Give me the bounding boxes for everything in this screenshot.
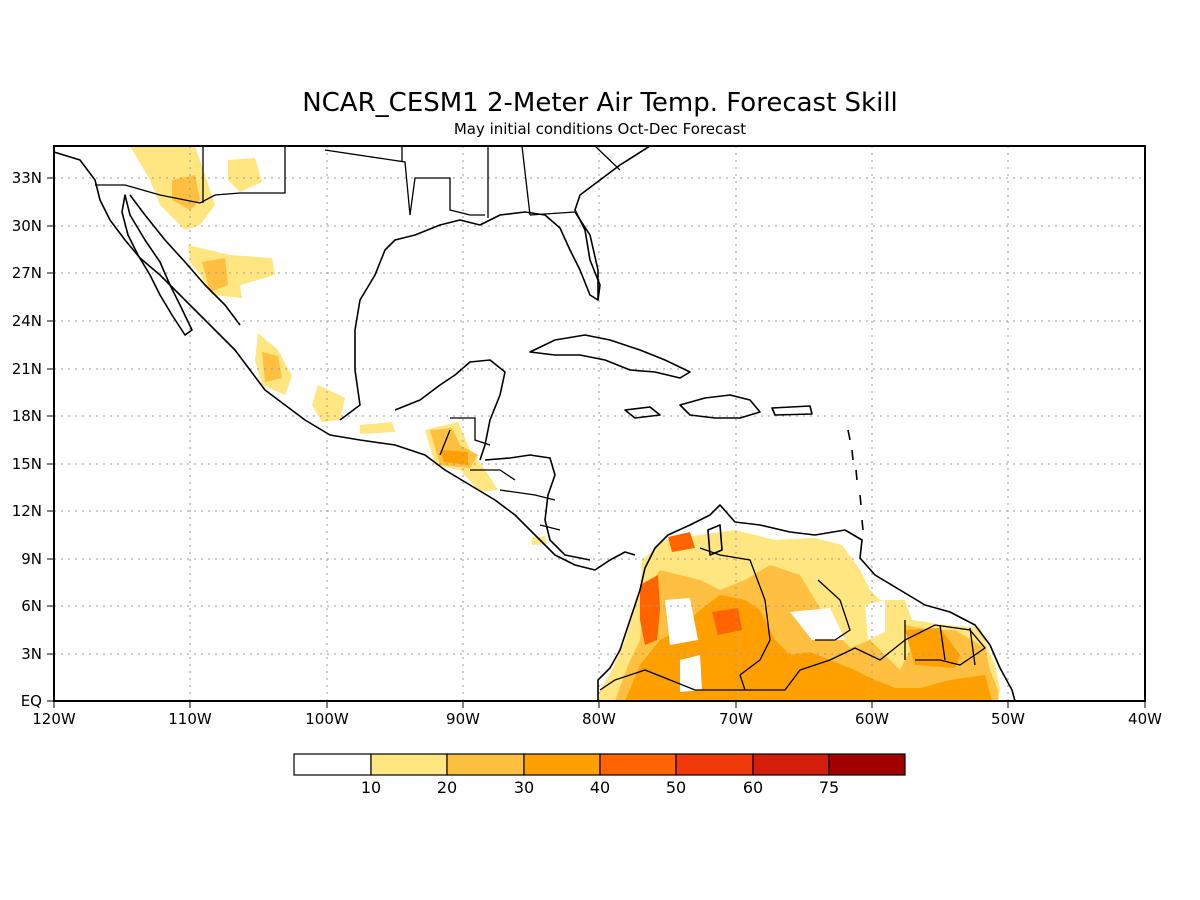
skill-region-nm xyxy=(228,158,262,192)
baja-california xyxy=(121,194,193,336)
guianas-borders xyxy=(904,620,976,666)
lake-maracaibo xyxy=(707,524,723,556)
y-tick-label: 33N xyxy=(12,169,42,187)
us-mexico-border xyxy=(95,146,286,204)
caribbean-central-america xyxy=(484,454,591,561)
us-state-line-2 xyxy=(324,149,485,216)
skill-gap-amazon xyxy=(680,655,702,692)
us-state-line-3 xyxy=(401,146,621,218)
skill-region-oaxaca xyxy=(360,422,395,434)
skill-region-guatemala-peak xyxy=(440,450,468,465)
y-tick-label: 21N xyxy=(12,360,42,378)
pacific-coast xyxy=(54,151,636,571)
y-tick-label: EQ xyxy=(21,692,42,710)
y-tick-label: 12N xyxy=(12,502,42,520)
y-tick-label: 15N xyxy=(12,455,42,473)
graticule xyxy=(54,146,1145,701)
colorbar-swatch xyxy=(370,753,448,776)
yucatan-coast xyxy=(394,359,506,461)
colorbar-label: 60 xyxy=(743,778,763,797)
y-tick-label: 30N xyxy=(12,217,42,235)
skill-region-amazon-peak xyxy=(712,608,742,635)
coastlines xyxy=(54,146,1016,701)
brazil-border xyxy=(599,624,986,691)
colorbar-label: 20 xyxy=(437,778,457,797)
longitude-axis: 120W 110W 100W 90W 80W 70W 60W 50W 40W xyxy=(32,701,1162,728)
colorbar-label: 40 xyxy=(590,778,610,797)
skill-region-central-mexico-core xyxy=(262,352,282,382)
colorbar-swatch xyxy=(293,753,372,776)
skill-region-venezuela-coast xyxy=(668,532,695,552)
x-tick-label: 60W xyxy=(855,710,889,728)
x-tick-label: 40W xyxy=(1128,710,1162,728)
colorbar-label: 10 xyxy=(361,778,381,797)
y-tick-label: 6N xyxy=(21,597,42,615)
hispaniola xyxy=(679,394,761,419)
colorbar: 10 20 30 40 50 60 75 xyxy=(293,753,906,797)
y-tick-label: 18N xyxy=(12,407,42,425)
colorbar-label: 30 xyxy=(514,778,534,797)
x-tick-label: 50W xyxy=(991,710,1025,728)
colorbar-swatch xyxy=(446,753,525,776)
x-tick-label: 90W xyxy=(446,710,480,728)
colombia-venezuela-border xyxy=(699,547,771,691)
jamaica xyxy=(624,406,661,419)
x-tick-label: 100W xyxy=(305,710,349,728)
lesser-antilles xyxy=(847,429,864,531)
skill-gap-guyana xyxy=(865,600,885,640)
florida xyxy=(574,211,599,300)
political-borders xyxy=(95,146,986,691)
colorbar-swatch xyxy=(752,753,830,776)
skill-gap-orinoco xyxy=(790,608,845,640)
colorbar-label: 75 xyxy=(819,778,839,797)
colorbar-swatch xyxy=(828,753,906,776)
map-area xyxy=(54,146,1145,701)
venezuela-guyana-border xyxy=(815,579,851,641)
skill-region-colombia-west xyxy=(640,575,660,645)
x-tick-label: 70W xyxy=(719,710,753,728)
colorbar-swatch xyxy=(523,753,601,776)
y-tick-label: 3N xyxy=(21,645,42,663)
latitude-axis: EQ 3N 6N 9N 12N 15N 18N 21N 24N 27N 30N … xyxy=(12,169,54,710)
skill-shading xyxy=(130,146,1000,701)
y-tick-label: 24N xyxy=(12,312,42,330)
colorbar-swatch xyxy=(675,753,754,776)
x-tick-label: 80W xyxy=(582,710,616,728)
y-tick-label: 9N xyxy=(21,550,42,568)
skill-region-sw-mexico xyxy=(312,385,345,422)
south-america-north-coast xyxy=(597,504,1016,701)
guatemala-border xyxy=(439,417,491,456)
y-tick-label: 27N xyxy=(12,264,42,282)
colorbar-swatch xyxy=(599,753,677,776)
map-content xyxy=(54,146,1145,701)
skill-region-sierra-madre-core xyxy=(202,258,228,292)
skill-gap-colombia xyxy=(665,598,698,645)
x-tick-label: 110W xyxy=(168,710,212,728)
cuba xyxy=(529,334,691,379)
gulf-of-california xyxy=(129,194,241,326)
map-title: NCAR_CESM1 2-Meter Air Temp. Forecast Sk… xyxy=(302,88,898,118)
skill-region-guianas-peak xyxy=(905,628,960,668)
puerto-rico xyxy=(771,405,813,416)
map-subtitle: May initial conditions Oct-Dec Forecast xyxy=(454,120,746,138)
central-america-borders xyxy=(470,469,561,531)
x-tick-label: 120W xyxy=(32,710,76,728)
colorbar-label: 50 xyxy=(666,778,686,797)
